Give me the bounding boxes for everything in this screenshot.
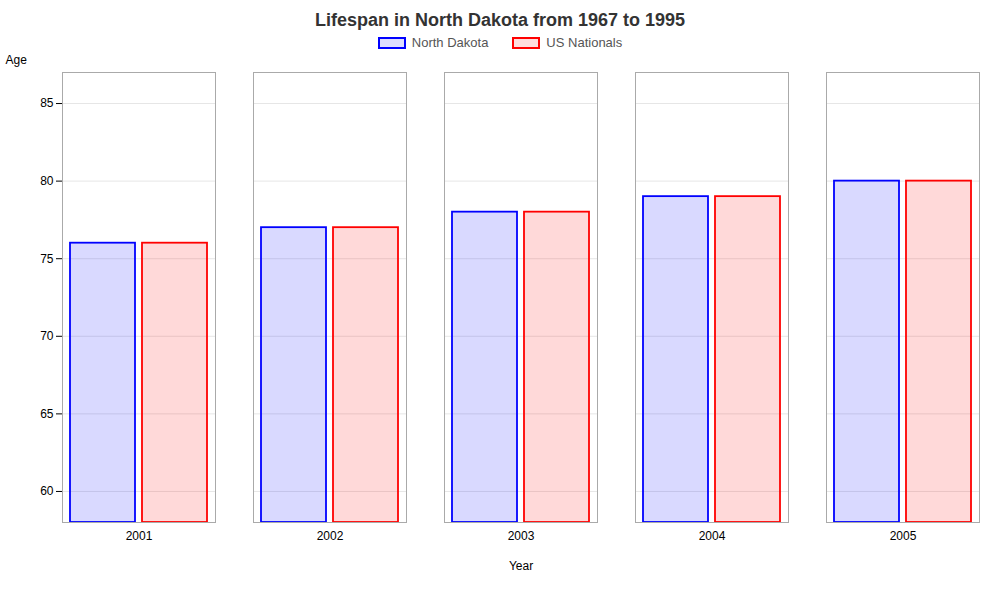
- svg-text:85: 85: [40, 96, 54, 110]
- svg-text:80: 80: [40, 174, 54, 188]
- svg-text:2004: 2004: [699, 529, 726, 543]
- svg-text:2002: 2002: [317, 529, 344, 543]
- svg-text:75: 75: [40, 252, 54, 266]
- svg-text:70: 70: [40, 329, 54, 343]
- svg-text:2003: 2003: [508, 529, 535, 543]
- html-text:Lifespan in North Dakota from: Lifespan in North Dakota from 1967 to 19…: [314, 10, 685, 30]
- svg-text:60: 60: [40, 484, 54, 498]
- svg-text:2005: 2005: [890, 529, 917, 543]
- svg-text:2001: 2001: [126, 529, 153, 543]
- svg-text:Age: Age: [6, 53, 28, 67]
- svg-text:Year: Year: [509, 559, 533, 573]
- html-text:US Nationals: US Nationals: [546, 35, 623, 50]
- svg-text:65: 65: [40, 407, 54, 421]
- html-text:North Dakota: North Dakota: [411, 35, 489, 50]
